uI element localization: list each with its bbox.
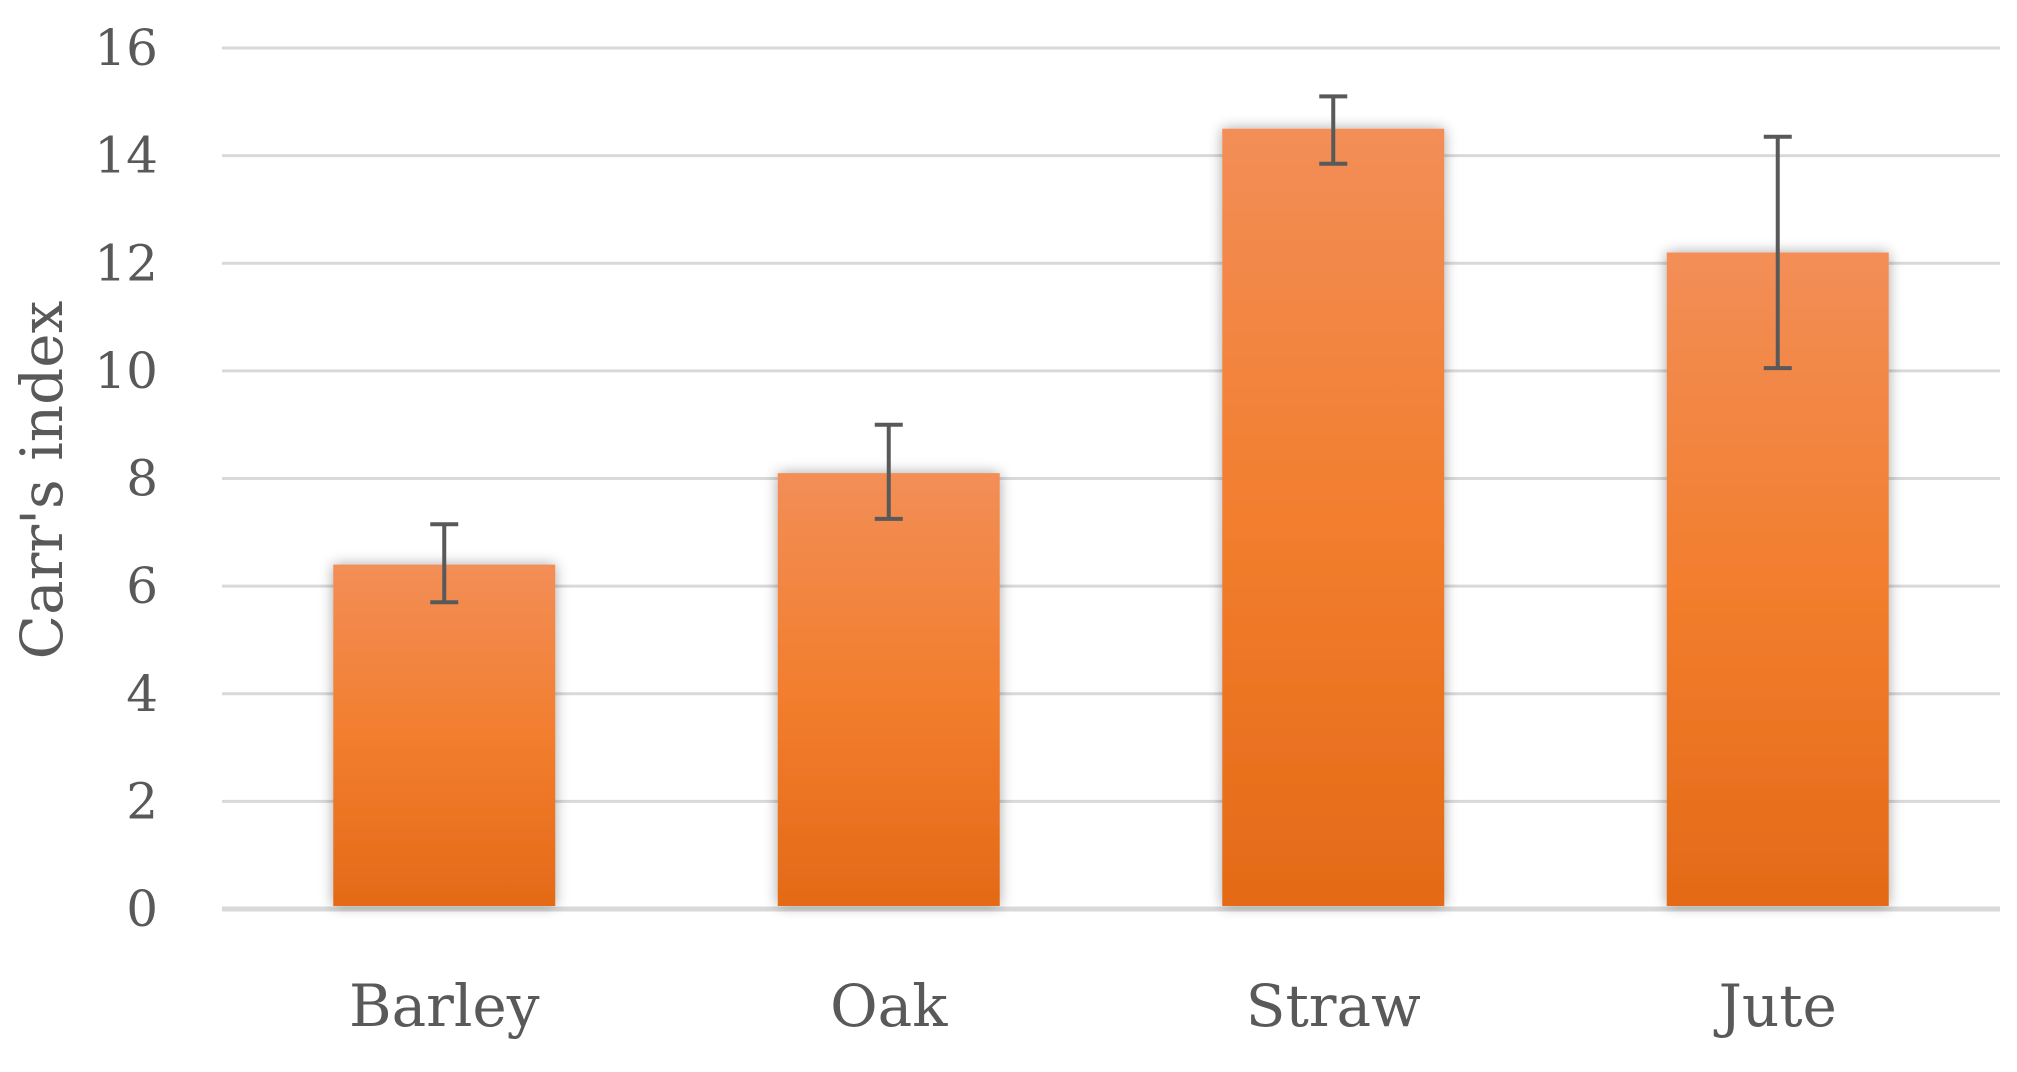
y-axis-title: Carr's index — [8, 301, 76, 660]
category-label-straw: Straw — [1246, 972, 1421, 1040]
bars — [333, 128, 1889, 907]
y-tick-label: 14 — [94, 127, 158, 185]
y-tick-label: 4 — [126, 665, 158, 723]
y-axis-ticks: 0 2 4 6 8 10 12 14 16 — [94, 19, 158, 938]
y-tick-label: 16 — [94, 19, 158, 77]
y-tick-label: 12 — [94, 234, 158, 292]
category-label-jute: Jute — [1714, 972, 1837, 1040]
error-bar-oak — [874, 422, 903, 521]
error-bar-jute — [1763, 134, 1792, 371]
bar-oak — [777, 473, 1000, 906]
y-tick-label: 0 — [126, 880, 158, 938]
error-bar-straw — [1319, 94, 1348, 166]
error-bars — [430, 94, 1792, 605]
error-bar-barley — [430, 522, 459, 605]
category-label-barley: Barley — [349, 972, 540, 1040]
x-axis-categories: Barley Oak Straw Jute — [349, 972, 1837, 1040]
bar-straw — [1222, 128, 1445, 906]
bar-barley — [333, 564, 556, 906]
y-tick-label: 2 — [126, 772, 158, 830]
y-tick-label: 10 — [94, 342, 158, 400]
category-label-oak: Oak — [830, 972, 948, 1040]
y-tick-label: 6 — [126, 557, 158, 615]
y-tick-label: 8 — [126, 450, 158, 508]
